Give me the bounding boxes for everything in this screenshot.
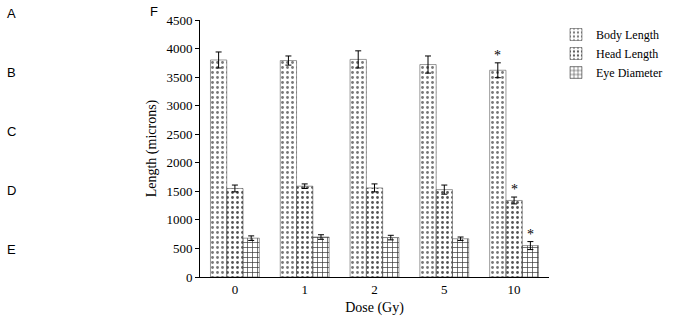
svg-text:C: C	[7, 124, 16, 139]
svg-text:Head Length: Head Length	[596, 47, 658, 61]
svg-text:4000: 4000	[166, 41, 192, 56]
svg-text:2000: 2000	[166, 155, 192, 170]
svg-text:Body Length: Body Length	[596, 28, 659, 42]
svg-text:3500: 3500	[166, 70, 192, 85]
svg-text:2500: 2500	[166, 127, 192, 142]
svg-text:*: *	[527, 227, 534, 242]
svg-text:10: 10	[508, 282, 521, 297]
svg-text:500: 500	[173, 241, 193, 256]
svg-text:0: 0	[232, 282, 239, 297]
svg-text:Length (microns): Length (microns)	[144, 99, 160, 197]
svg-text:1: 1	[301, 282, 308, 297]
svg-text:D: D	[7, 183, 16, 198]
svg-text:*: *	[511, 182, 518, 197]
svg-text:*: *	[494, 48, 501, 63]
svg-text:F: F	[150, 4, 158, 19]
svg-text:4500: 4500	[166, 13, 192, 28]
svg-text:E: E	[7, 242, 16, 257]
svg-text:1500: 1500	[166, 184, 192, 199]
svg-text:5: 5	[441, 282, 448, 297]
svg-text:Eye Diameter: Eye Diameter	[596, 66, 662, 80]
svg-text:B: B	[7, 65, 16, 80]
svg-text:2: 2	[371, 282, 378, 297]
svg-text:1000: 1000	[166, 212, 192, 227]
svg-text:3000: 3000	[166, 98, 192, 113]
svg-text:Dose (Gy): Dose (Gy)	[345, 300, 404, 316]
svg-text:A: A	[7, 6, 16, 21]
svg-text:0: 0	[186, 270, 193, 285]
